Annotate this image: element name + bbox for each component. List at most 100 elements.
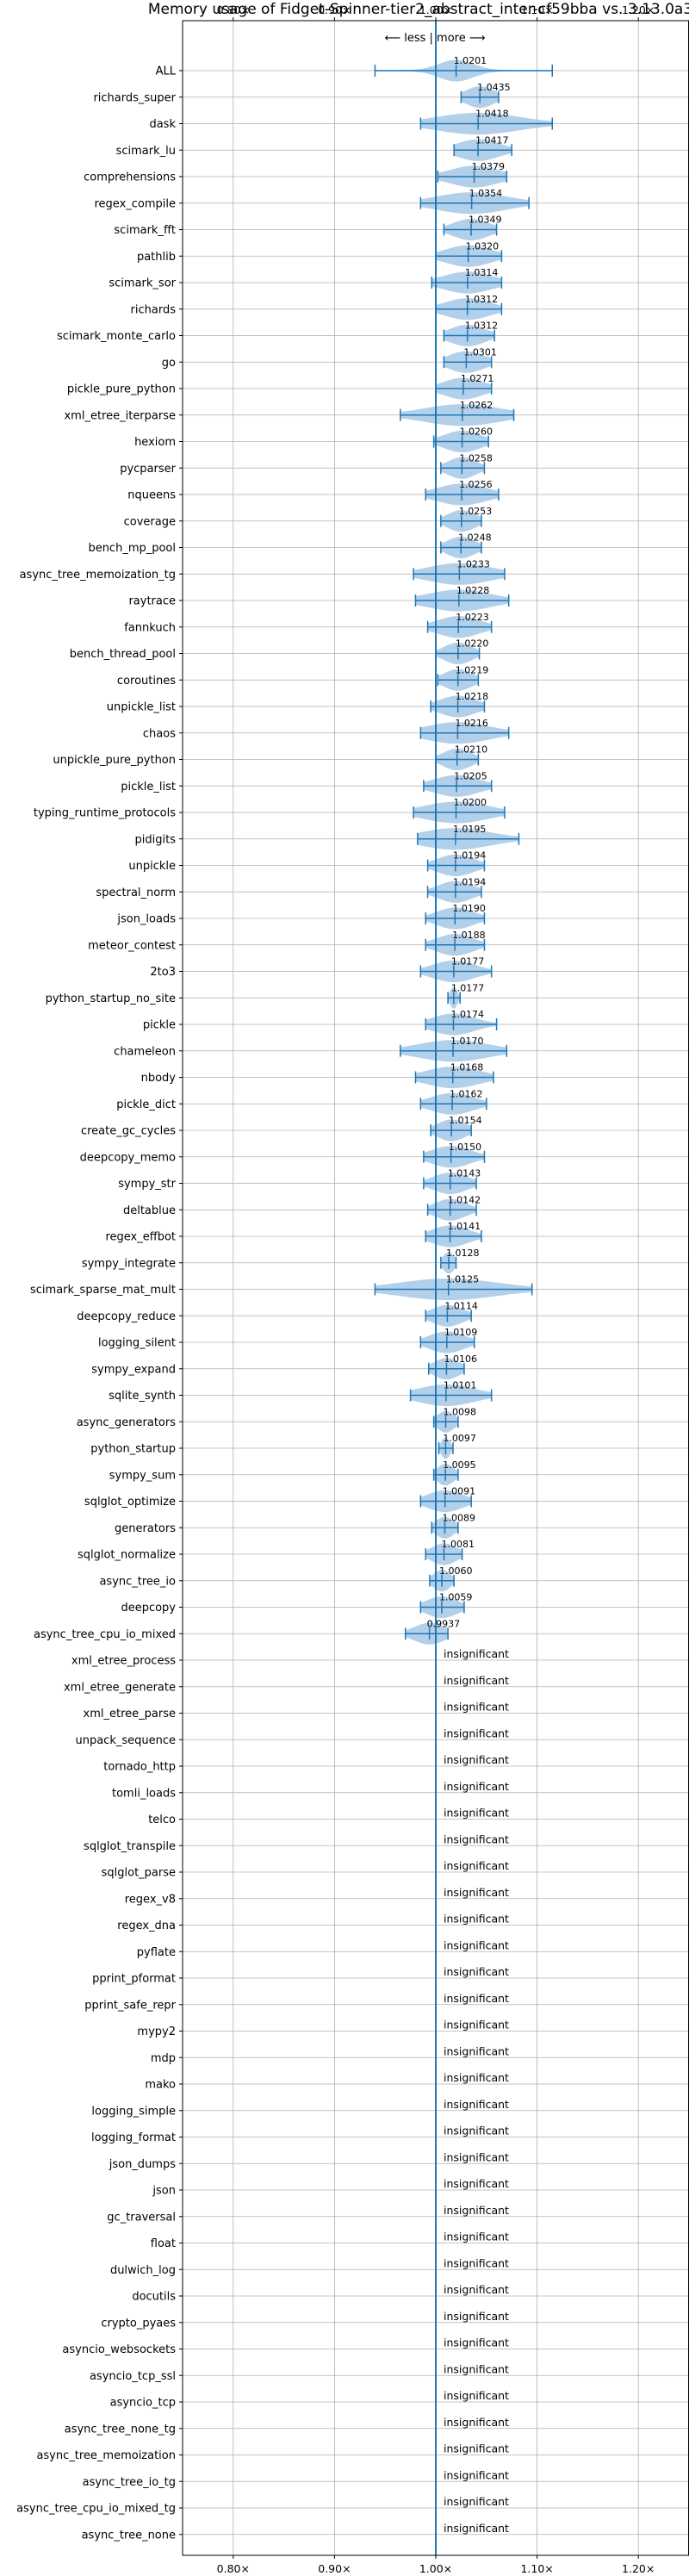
data-label: 1.0223 — [456, 612, 489, 623]
benchmark-label: meteor_contest — [88, 939, 176, 952]
data-label: 1.0188 — [452, 930, 486, 941]
benchmark-label: generators — [115, 1522, 176, 1535]
label-layer: ALL 1.0201 richards_super 1.0435 dask 1.0418 s… — [16, 55, 510, 2542]
benchmark-label: coroutines — [117, 675, 176, 688]
data-label: 1.0260 — [460, 426, 493, 438]
data-label: 1.0201 — [454, 55, 487, 66]
data-label: 1.0125 — [446, 1274, 480, 1285]
insignificant-label: insignificant — [444, 2468, 509, 2481]
data-label: 1.0253 — [459, 506, 493, 517]
x-tick-label-bottom: 1.00× — [419, 2562, 452, 2575]
x-tick-label-bottom: 1.10× — [520, 2562, 553, 2575]
insignificant-label: insignificant — [444, 2098, 509, 2111]
data-label: 1.0220 — [456, 638, 489, 650]
benchmark-label: deepcopy — [121, 1602, 176, 1615]
x-tick-label-top: 0.90× — [318, 3, 351, 16]
benchmark-label: async_tree_none — [82, 2529, 176, 2542]
insignificant-label: insignificant — [444, 1727, 509, 1739]
data-label: 0.9937 — [427, 1618, 461, 1629]
violin-layer — [374, 59, 553, 1645]
x-tick-label-bottom: 0.90× — [318, 2562, 351, 2575]
benchmark-label: pickle_list — [121, 781, 176, 793]
benchmark-label: comprehensions — [84, 171, 176, 184]
data-label: 1.0154 — [449, 1115, 482, 1126]
data-label: 1.0435 — [477, 82, 511, 93]
data-label: 1.0109 — [444, 1327, 478, 1338]
benchmark-label: python_startup_no_site — [46, 992, 176, 1005]
insignificant-label: insignificant — [444, 1701, 509, 1714]
benchmark-label: sympy_integrate — [82, 1257, 176, 1270]
x-tick-label-bottom: 0.80× — [217, 2562, 250, 2575]
insignificant-label: insignificant — [444, 2019, 509, 2032]
benchmark-label: sqlite_synth — [109, 1390, 176, 1403]
benchmark-label: json — [152, 2185, 176, 2198]
insignificant-label: insignificant — [444, 1992, 509, 2005]
data-label: 1.0106 — [444, 1353, 477, 1365]
data-label: 1.0098 — [444, 1406, 477, 1417]
benchmark-label: fannkuch — [124, 621, 176, 634]
benchmark-label: unpickle_list — [107, 701, 176, 714]
data-label: 1.0301 — [463, 346, 497, 358]
benchmark-label: asyncio_tcp_ssl — [90, 2370, 176, 2383]
data-label: 1.0320 — [466, 240, 500, 252]
insignificant-label: insignificant — [444, 2150, 509, 2163]
insignificant-label: insignificant — [444, 2071, 509, 2084]
data-label: 1.0205 — [454, 770, 487, 781]
data-label: 1.0143 — [448, 1168, 481, 1179]
data-label: 1.0101 — [444, 1380, 477, 1391]
benchmark-label: regex_dna — [117, 1920, 176, 1932]
benchmark-label: pycparser — [120, 463, 176, 476]
x-tick-label-top: 1.20× — [622, 3, 655, 16]
data-label: 1.0150 — [449, 1142, 482, 1153]
benchmark-label: pickle_dict — [116, 1098, 176, 1111]
benchmark-label: xml_etree_generate — [64, 1681, 176, 1694]
benchmark-label: coverage — [124, 515, 176, 528]
x-tick-label-top: 1.00× — [419, 3, 452, 16]
benchmark-label: go — [162, 357, 176, 370]
data-label: 1.0271 — [461, 373, 494, 384]
insignificant-label: insignificant — [444, 1674, 509, 1687]
benchmark-label: async_tree_memoization_tg — [20, 569, 176, 582]
data-label: 1.0170 — [450, 1036, 484, 1047]
benchmark-label: scimark_monte_carlo — [57, 330, 176, 343]
data-label: 1.0262 — [460, 400, 493, 411]
data-label: 1.0190 — [452, 903, 486, 914]
benchmark-label: unpickle — [128, 860, 176, 873]
benchmark-label: scimark_sor — [109, 277, 176, 290]
benchmark-label: async_tree_cpu_io_mixed_tg — [16, 2503, 176, 2516]
data-label: 1.0174 — [450, 1009, 484, 1020]
benchmark-label: hexiom — [134, 436, 176, 449]
data-label: 1.0097 — [443, 1433, 476, 1444]
insignificant-label: insignificant — [444, 2522, 509, 2535]
benchmark-label: pickle_pure_python — [67, 383, 176, 396]
benchmark-label: scimark_lu — [116, 145, 176, 158]
insignificant-label: insignificant — [444, 1913, 509, 1926]
benchmark-label: richards_super — [93, 91, 176, 104]
insignificant-label: insignificant — [444, 1753, 509, 1766]
data-label: 1.0216 — [455, 718, 488, 729]
benchmark-label: unpack_sequence — [75, 1734, 176, 1747]
benchmark-label: 2to3 — [150, 966, 176, 979]
insignificant-label: insignificant — [444, 1938, 509, 1951]
insignificant-label: insignificant — [444, 2231, 509, 2243]
benchmark-label: richards — [131, 303, 177, 316]
benchmark-label: async_tree_none_tg — [65, 2423, 176, 2436]
data-label: 1.0081 — [442, 1539, 475, 1550]
benchmark-label: logging_format — [91, 2131, 176, 2144]
data-label: 1.0354 — [469, 188, 503, 199]
insignificant-label: insignificant — [444, 2125, 509, 2137]
benchmark-label: gc_traversal — [107, 2211, 176, 2224]
data-label: 1.0059 — [439, 1592, 472, 1603]
data-label: 1.0095 — [443, 1459, 476, 1471]
insignificant-label: insignificant — [444, 2310, 509, 2323]
benchmark-label: chaos — [143, 727, 176, 740]
data-label: 1.0060 — [439, 1565, 473, 1577]
data-label: 1.0233 — [456, 558, 490, 569]
benchmark-label: regex_compile — [94, 197, 176, 210]
benchmark-label: mdp — [151, 2052, 176, 2065]
data-label: 1.0314 — [465, 267, 499, 278]
benchmark-label: dulwich_log — [110, 2264, 176, 2277]
benchmark-label: asyncio_websockets — [62, 2343, 176, 2356]
